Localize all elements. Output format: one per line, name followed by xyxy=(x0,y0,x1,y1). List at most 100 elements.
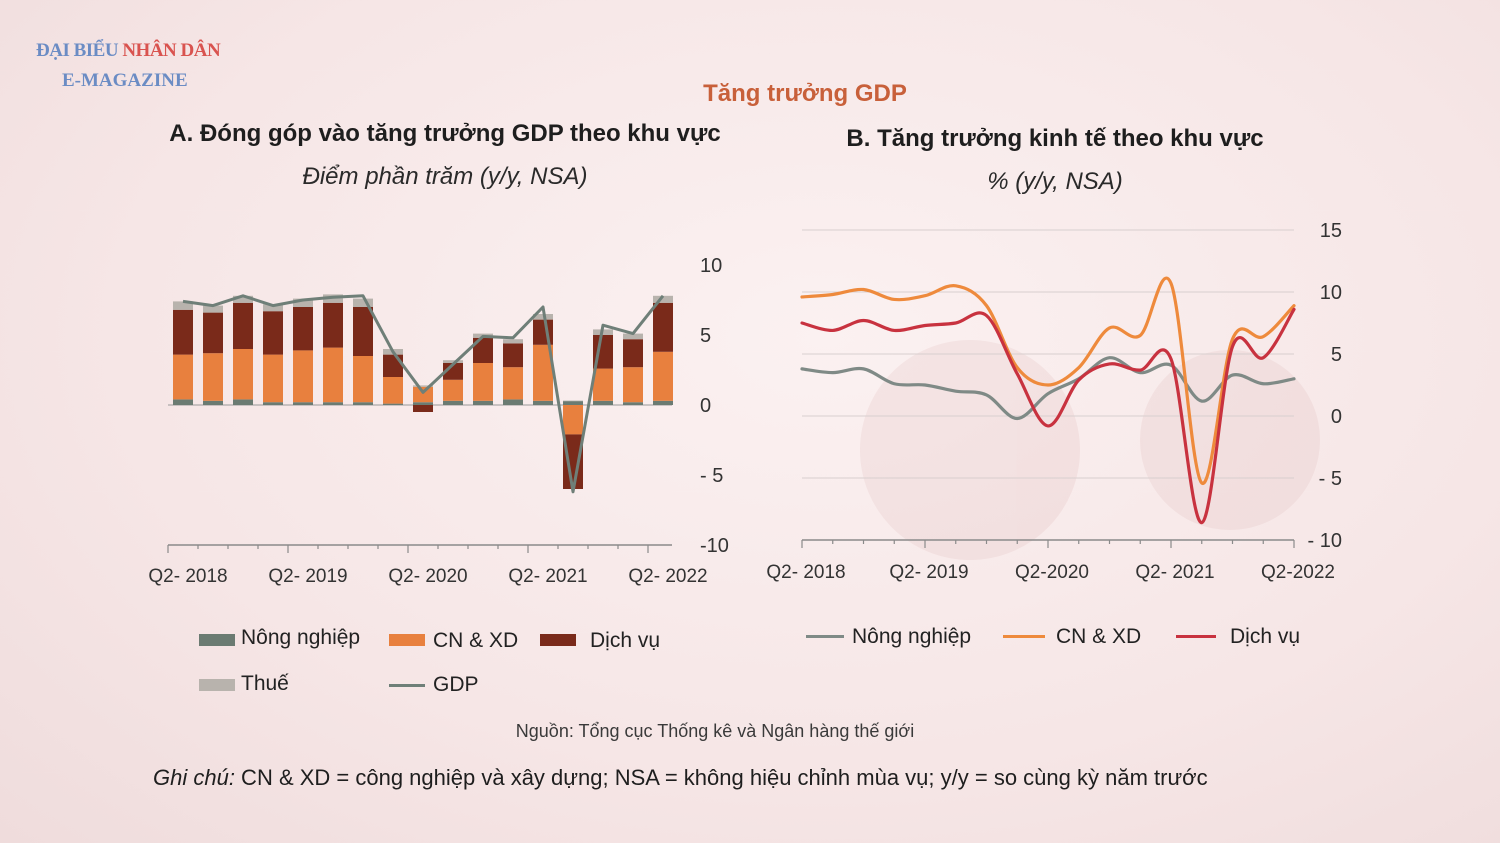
bar-1-6 xyxy=(353,356,373,403)
legend-b-label-agri: Nông nghiệp xyxy=(852,625,972,648)
bar-1-3 xyxy=(263,354,283,403)
bar-2-0 xyxy=(173,309,193,355)
legend-a-swatch-services xyxy=(540,634,576,646)
bar-1-1 xyxy=(203,353,223,401)
legend-a-label-gdp: GDP xyxy=(433,673,479,696)
ytick-a-3: - 5 xyxy=(700,465,723,487)
chart-a: 10 5 0 - 5 -10 Q2- 2018 Q2- 2019 Q2- 2020 Q2- 20… xyxy=(148,255,729,587)
legend-a-label-industry: CN & XD xyxy=(433,629,519,652)
bar-2-10 xyxy=(473,337,493,363)
panel-b-subtitle: % (y/y, NSA) xyxy=(987,168,1123,195)
bar-0-6 xyxy=(353,402,373,405)
xtick-label-a-3: Q2- 2021 xyxy=(508,566,587,587)
bar-0-3 xyxy=(263,402,283,405)
logo-text-a: ĐẠI BIỂU xyxy=(36,40,119,61)
bar-3-9 xyxy=(443,360,463,363)
gdp-line xyxy=(182,294,665,494)
xtick-label-b-3: Q2- 2021 xyxy=(1135,562,1214,583)
bar-1-13 xyxy=(563,405,583,435)
main-title: Tăng trưởng GDP xyxy=(703,80,907,107)
bar-1-16 xyxy=(653,351,673,401)
legend-b-label-industry: CN & XD xyxy=(1056,625,1142,648)
xtick-label-b-0: Q2- 2018 xyxy=(766,562,845,583)
chart-b: 15 10 5 0 - 5 - 10 Q2- 2018 Q2- 2019 Q2-2020 Q2- … xyxy=(766,220,1342,583)
xtick-label-a-1: Q2- 2019 xyxy=(268,566,347,587)
bar-3-3 xyxy=(263,304,283,312)
panel-b-title: B. Tăng trưởng kinh tế theo khu vực xyxy=(846,125,1264,152)
footnote: Ghi chú: CN & XD = công nghiệp và xây dự… xyxy=(153,765,1208,791)
xtick-label-a-4: Q2- 2022 xyxy=(628,566,707,587)
bar-0-14 xyxy=(593,400,613,405)
ytick-a-4: -10 xyxy=(700,535,729,557)
bar-0-7 xyxy=(383,403,403,405)
bar-1-2 xyxy=(233,349,253,400)
xtick-label-b-1: Q2- 2019 xyxy=(889,562,968,583)
bar-0-12 xyxy=(533,400,553,405)
bar-1-0 xyxy=(173,354,193,400)
line-agri xyxy=(800,356,1296,421)
bar-0-8 xyxy=(413,402,433,405)
bar-3-6 xyxy=(353,298,373,307)
bar-0-10 xyxy=(473,400,493,405)
legend-a-swatch-tax xyxy=(199,679,235,691)
ytick-b-1: 10 xyxy=(1320,282,1342,304)
xtick-label-b-4: Q2-2022 xyxy=(1261,562,1335,583)
bar-2-13 xyxy=(563,434,583,489)
ytick-a-1: 5 xyxy=(700,325,711,347)
line-industry xyxy=(800,276,1296,485)
legend-a-swatch-agri xyxy=(199,634,235,646)
ytick-b-5: - 10 xyxy=(1308,530,1342,552)
bar-0-9 xyxy=(443,400,463,405)
bar-2-4 xyxy=(293,307,313,351)
bar-1-7 xyxy=(383,377,403,404)
legend-a-label-tax: Thuế xyxy=(241,672,289,695)
bar-1-12 xyxy=(533,344,553,401)
bar-2-5 xyxy=(323,302,343,348)
bar-2-2 xyxy=(233,302,253,349)
bar-0-15 xyxy=(623,402,643,405)
footnote-text: CN & XD = công nghiệp và xây dựng; NSA =… xyxy=(234,765,1208,790)
ytick-a-2: 0 xyxy=(700,395,711,417)
bar-3-12 xyxy=(533,314,553,320)
logo-text-b: NHÂN DÂN xyxy=(122,40,221,61)
bar-0-1 xyxy=(203,400,223,405)
bar-2-16 xyxy=(653,302,673,352)
bar-0-2 xyxy=(233,399,253,405)
bar-0-0 xyxy=(173,399,193,405)
legend-a-swatch-gdp xyxy=(389,684,425,687)
bar-1-4 xyxy=(293,350,313,403)
legend-b-swatch-industry xyxy=(1003,635,1045,638)
line-services xyxy=(800,307,1296,525)
legend-a-label-services: Dịch vụ xyxy=(590,629,661,652)
bar-0-5 xyxy=(323,402,343,405)
bar-2-3 xyxy=(263,311,283,355)
bar-0-4 xyxy=(293,402,313,405)
panel-a-subtitle: Điểm phần trăm (y/y, NSA) xyxy=(302,163,588,190)
bar-3-1 xyxy=(203,305,223,313)
bar-1-15 xyxy=(623,367,643,403)
bar-2-7 xyxy=(383,354,403,377)
bar-3-4 xyxy=(293,298,313,307)
virus-decoration xyxy=(860,340,1320,560)
legend-a-swatch-industry xyxy=(389,634,425,646)
legend-a-label-agri: Nông nghiệp xyxy=(241,626,361,649)
bar-1-9 xyxy=(443,379,463,401)
bar-0-16 xyxy=(653,400,673,405)
bar-3-2 xyxy=(233,295,253,303)
source-text: Nguồn: Tổng cục Thống kê và Ngân hàng th… xyxy=(515,721,915,741)
footnote-label: Ghi chú: xyxy=(153,765,235,790)
bar-1-5 xyxy=(323,347,343,403)
bar-2-8 xyxy=(413,405,433,412)
ytick-a-0: 10 xyxy=(700,255,722,277)
bar-3-13 xyxy=(563,400,583,402)
ytick-b-3: 0 xyxy=(1331,406,1342,428)
xtick-label-b-2: Q2-2020 xyxy=(1015,562,1089,583)
logo-text-magazine: E-MAGAZINE xyxy=(62,70,188,92)
bar-2-11 xyxy=(503,343,523,368)
bar-0-13 xyxy=(563,400,583,405)
logo: ĐẠI BIỂU NHÂN DÂN E-MAGAZINE xyxy=(36,36,221,97)
bar-3-16 xyxy=(653,295,673,303)
bar-0-11 xyxy=(503,399,523,405)
panel-a-title: A. Đóng góp vào tăng trưởng GDP theo khu… xyxy=(169,120,721,147)
